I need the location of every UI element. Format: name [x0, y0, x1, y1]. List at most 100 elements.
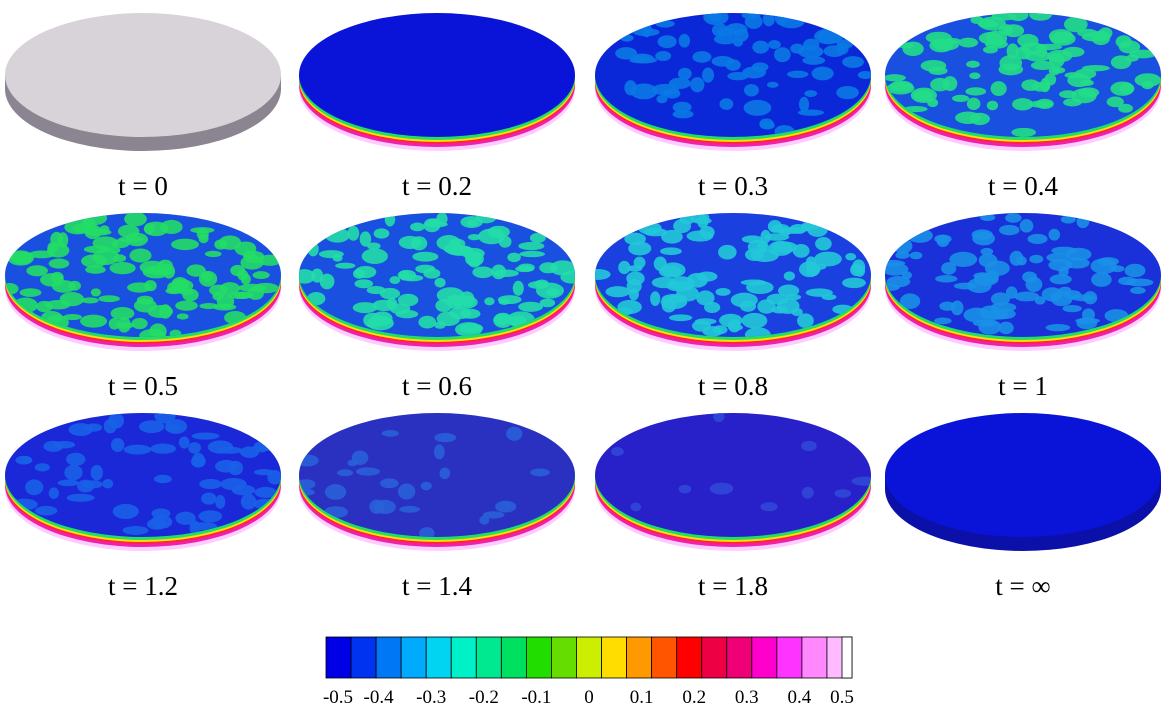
blob — [433, 444, 445, 460]
blob — [35, 505, 58, 516]
blob — [661, 262, 686, 278]
blob — [175, 511, 196, 525]
blob — [692, 51, 712, 63]
colorbar-segment — [601, 636, 627, 679]
blob — [108, 413, 124, 429]
colorbar-tick-label: -0.4 — [364, 687, 395, 708]
blob — [712, 325, 728, 335]
blob — [380, 478, 399, 489]
blob — [493, 312, 513, 328]
blob — [951, 94, 970, 103]
blob — [1031, 81, 1051, 92]
blob — [797, 109, 824, 116]
blob — [108, 317, 121, 330]
blob — [933, 317, 952, 325]
blob — [973, 272, 993, 280]
blob — [150, 443, 177, 454]
panel-label: t = ∞ — [995, 571, 1050, 601]
blob — [335, 262, 356, 269]
blob — [68, 423, 93, 437]
blob — [434, 433, 457, 443]
blob — [227, 291, 254, 300]
blob — [124, 213, 147, 227]
blob — [448, 307, 472, 320]
blob — [1017, 33, 1039, 48]
blob — [677, 67, 692, 80]
blob — [799, 96, 810, 112]
blob — [743, 99, 772, 116]
colorbar-segment — [801, 636, 828, 679]
blob — [199, 302, 219, 310]
blob — [154, 413, 176, 424]
blob — [768, 240, 793, 256]
blob — [176, 313, 189, 320]
blob — [814, 251, 842, 267]
blob — [171, 277, 189, 293]
blob — [337, 469, 354, 477]
blob — [790, 43, 805, 54]
blob — [1083, 291, 1098, 305]
colorbar-tick-label: -0.3 — [416, 687, 446, 708]
blob — [1027, 233, 1048, 244]
blob — [136, 295, 154, 305]
blob — [117, 316, 131, 333]
blob — [897, 42, 914, 49]
blob — [1041, 287, 1063, 302]
colorbar-segment — [525, 636, 552, 679]
blob — [1090, 258, 1117, 274]
blob — [231, 484, 256, 496]
blob — [759, 118, 774, 129]
blob — [419, 527, 435, 537]
blob — [215, 459, 238, 473]
blob — [966, 60, 980, 68]
blob — [615, 47, 638, 60]
blob — [842, 56, 865, 68]
blob — [744, 14, 763, 29]
blob — [324, 484, 347, 500]
blob — [123, 444, 152, 455]
blob — [253, 469, 275, 476]
blob — [57, 479, 79, 487]
blob — [191, 455, 206, 468]
blob — [189, 520, 201, 535]
blob — [1064, 290, 1082, 300]
blob — [1012, 98, 1034, 111]
blob — [958, 37, 979, 48]
blob — [967, 278, 992, 294]
blob — [151, 508, 171, 519]
blob — [792, 243, 810, 258]
blob — [651, 277, 677, 289]
blob — [672, 101, 692, 113]
colorbar-segment — [425, 636, 452, 679]
blob — [48, 487, 59, 499]
blob — [694, 318, 717, 325]
blob — [85, 265, 106, 274]
blob — [965, 87, 987, 96]
colorbar-segment — [400, 636, 427, 679]
blob — [1078, 87, 1100, 98]
blob — [359, 231, 372, 247]
blob — [395, 309, 419, 319]
colorbar-tick-label: 0.3 — [735, 687, 759, 708]
colorbar-segment — [475, 636, 502, 679]
blob — [498, 235, 512, 248]
blob — [373, 228, 390, 239]
blob — [110, 437, 125, 452]
disc — [885, 213, 1161, 351]
blob — [999, 55, 1023, 71]
blob — [628, 288, 639, 301]
blob — [381, 430, 399, 437]
blob — [986, 100, 999, 111]
disc — [299, 13, 575, 151]
pattern — [595, 213, 866, 337]
blob — [371, 311, 393, 326]
blob — [716, 27, 739, 36]
blob — [1115, 35, 1132, 49]
blob — [46, 243, 70, 258]
blob — [886, 81, 915, 95]
blob — [117, 224, 140, 238]
blob — [1062, 304, 1082, 313]
blob — [744, 83, 759, 97]
colorbar-tick-label: 0.4 — [788, 687, 812, 708]
panel-label: t = 1.2 — [108, 571, 178, 601]
